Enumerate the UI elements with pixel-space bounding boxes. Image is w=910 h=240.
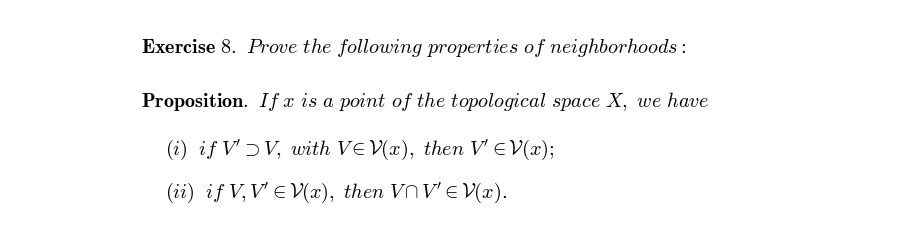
Text: $\mathbf{Exercise\ 8.}$ $\it{Prove\ the\ following\ properties\ of\ neighborhood: $\mathbf{Exercise\ 8.}$ $\it{Prove\ the\… (140, 36, 686, 59)
Text: $\mathbf{Proposition.}$ $\it{If\ x\ is\ a\ point\ of\ the\ topological\ space\ X: $\mathbf{Proposition.}$ $\it{If\ x\ is\ … (140, 90, 709, 113)
Text: $(ii)\;$ $\it{if\ V,V'\in\mathcal{V}(x),\ then\ V\cap V'\in\mathcal{V}(x).}$: $(ii)\;$ $\it{if\ V,V'\in\mathcal{V}(x),… (165, 181, 507, 205)
Text: $(i)\;$ $\it{if\ V'\supset V,\ with\ V\in\mathcal{V}(x),\ then\ V'\in\mathcal{V}: $(i)\;$ $\it{if\ V'\supset V,\ with\ V\i… (165, 138, 554, 162)
